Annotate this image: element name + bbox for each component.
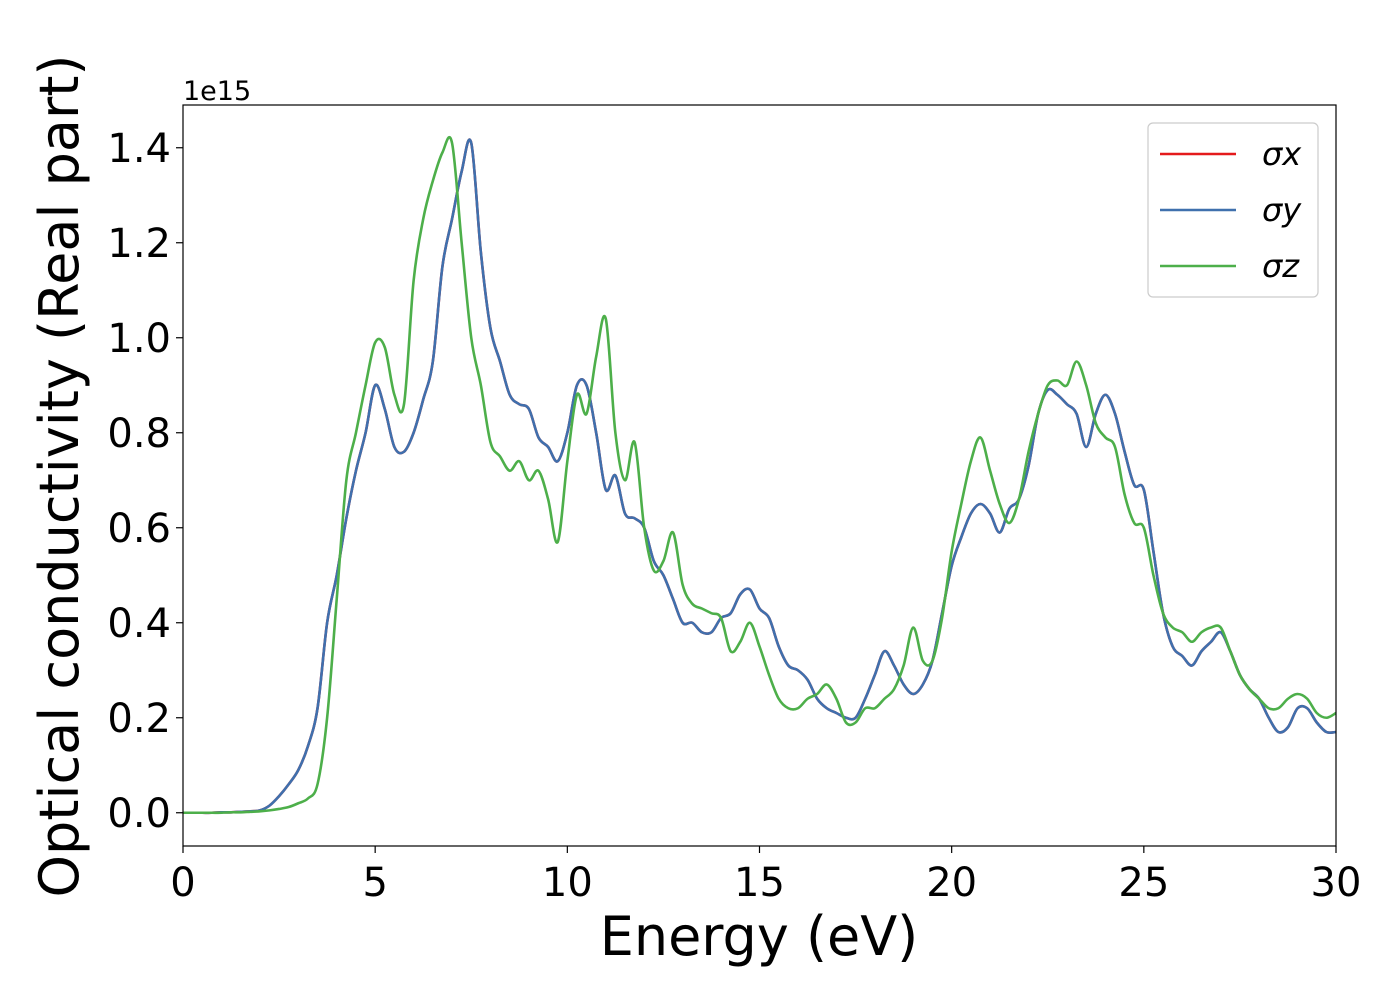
x-tick-label: 5 [362,860,387,906]
x-tick-label: 30 [1311,860,1362,906]
legend-label: σz [1262,247,1300,285]
y-tick-label: 0.0 [107,791,171,837]
legend-label: σy [1262,191,1302,229]
y-tick-label: 0.6 [107,506,171,552]
y-tick-label: 1.0 [107,316,171,362]
y-tick-label: 1.2 [107,221,171,267]
x-tick-label: 10 [542,860,593,906]
y-tick-label: 1.4 [107,126,171,172]
y-tick-label: 0.4 [107,601,171,647]
series-line [183,135,1336,815]
y-tick-label: 0.2 [107,696,171,742]
legend-label: σx [1262,135,1302,173]
x-tick-label: 0 [170,860,195,906]
x-tick-label: 25 [1118,860,1169,906]
x-tick-label: 15 [734,860,785,906]
series-line [183,138,1336,815]
x-tick-label: 20 [926,860,977,906]
y-offset-label: 1e15 [183,76,251,107]
x-axis-label: Energy (eV) [600,905,919,968]
y-axis-label: Optical conductivity (Real part) [28,55,91,898]
plot-lines [183,135,1336,815]
y-tick-label: 0.8 [107,411,171,457]
